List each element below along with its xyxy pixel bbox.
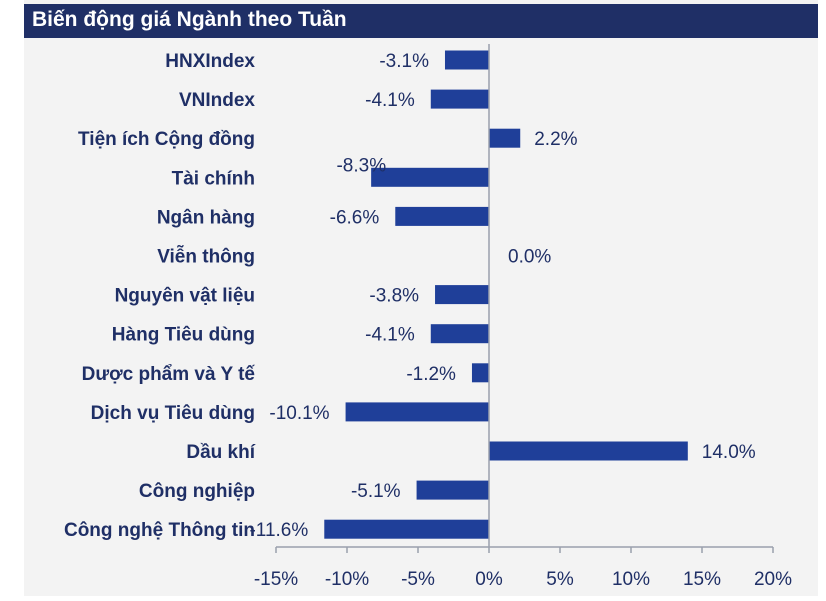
category-label: Dược phẩm và Y tế [82, 364, 256, 385]
data-label: -4.1% [365, 90, 415, 111]
category-label: VNIndex [179, 90, 255, 111]
data-label: 0.0% [508, 247, 551, 268]
data-label: -6.6% [330, 207, 380, 228]
category-label: Tiện ích Cộng đồng [78, 129, 255, 150]
x-tick-label: 20% [754, 569, 792, 590]
bar [444, 50, 489, 70]
data-label: 14.0% [702, 442, 756, 463]
chart-title-bar: Biến động giá Ngành theo Tuần [24, 4, 818, 38]
bar [395, 206, 489, 226]
x-tick-label: 10% [612, 569, 650, 590]
category-label: Dầu khí [186, 442, 255, 463]
data-label: -4.1% [365, 325, 415, 346]
data-label: -1.2% [406, 364, 456, 385]
data-label: -10.1% [269, 403, 329, 424]
data-label: 2.2% [534, 129, 577, 150]
x-tick-label: -15% [254, 569, 298, 590]
category-label: Viễn thông [157, 246, 255, 268]
category-label: Nguyên vật liệu [115, 286, 255, 307]
category-label: Công nghệ Thông tin [64, 520, 255, 541]
bar [435, 285, 489, 305]
bar [416, 480, 489, 500]
category-label: HNXIndex [165, 51, 255, 72]
bar [489, 128, 521, 148]
bar [489, 441, 688, 461]
bar [430, 89, 489, 109]
data-label: -3.8% [369, 286, 419, 307]
x-tick-label: -10% [325, 569, 369, 590]
x-tick-label: -5% [401, 569, 435, 590]
x-tick-label: 5% [546, 569, 574, 590]
category-label: Hàng Tiêu dùng [112, 325, 255, 346]
chart-title: Biến động giá Ngành theo Tuần [32, 8, 347, 31]
bar [345, 402, 489, 422]
bar [471, 363, 489, 383]
data-label: -5.1% [351, 481, 401, 502]
bar [324, 519, 489, 539]
x-tick-label: 0% [475, 569, 503, 590]
bar [430, 324, 489, 344]
data-label: -3.1% [379, 51, 429, 72]
category-label: Ngân hàng [157, 207, 255, 228]
bar [371, 167, 489, 187]
category-label: Dịch vụ Tiêu dùng [91, 403, 255, 424]
category-label: Tài chính [172, 168, 255, 189]
category-label: Công nghiệp [139, 481, 255, 502]
data-label: -8.3% [336, 155, 386, 176]
x-tick-label: 15% [683, 569, 721, 590]
data-label: -11.6% [249, 520, 308, 541]
